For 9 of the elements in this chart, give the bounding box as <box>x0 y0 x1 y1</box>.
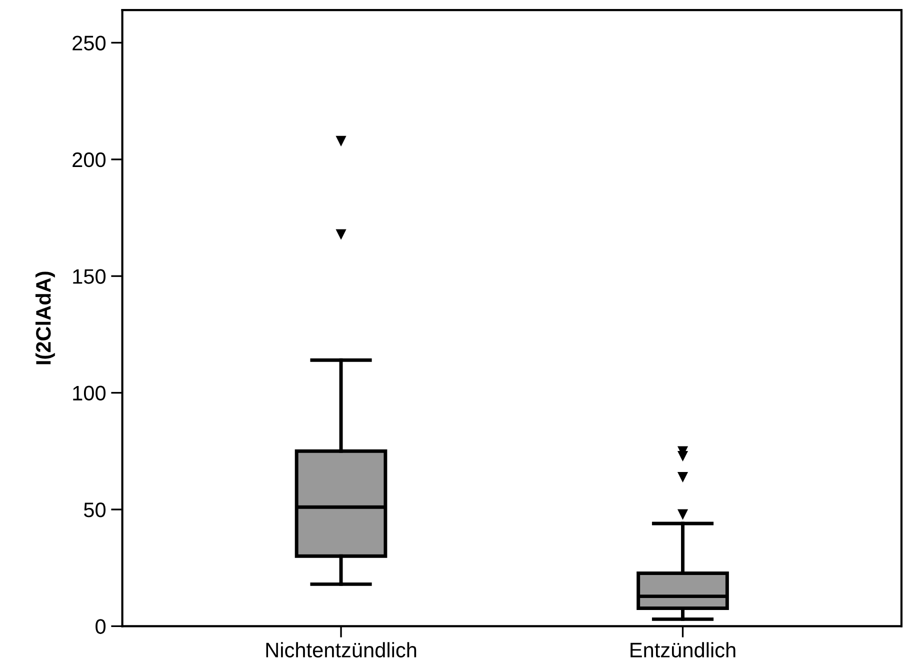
y-tick-label: 200 <box>72 152 106 168</box>
x-tick-label: Entzündlich <box>630 642 736 658</box>
y-tick-label: 150 <box>73 269 106 284</box>
y-axis-title: I(2ClAdA) <box>35 272 55 364</box>
y-tick-label: 0 <box>96 619 106 634</box>
y-tick-label: 250 <box>72 36 106 50</box>
x-tick-label: Nichtentzündlich <box>266 642 416 658</box>
y-tick-label: 50 <box>84 502 106 518</box>
y-tick-label: 100 <box>73 386 106 401</box>
